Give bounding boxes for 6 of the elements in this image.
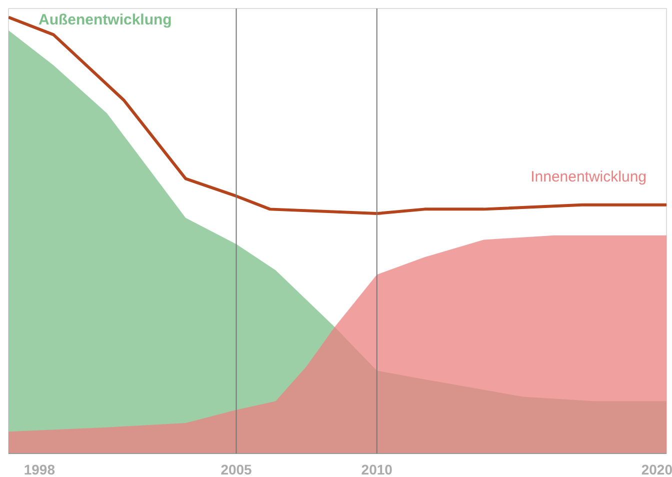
x-tick-label: 2005 <box>220 462 252 477</box>
x-tick-label: 1998 <box>24 462 56 477</box>
text: Innenentwicklung <box>530 168 647 186</box>
x-tick-label: 2010 <box>361 462 393 477</box>
series-label: Außenentwicklung <box>38 11 172 28</box>
x-tick-label: 2020 <box>641 462 672 477</box>
